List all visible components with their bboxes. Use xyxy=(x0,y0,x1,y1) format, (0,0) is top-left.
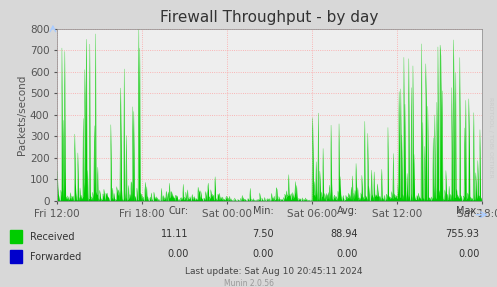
Text: 0.00: 0.00 xyxy=(252,249,273,259)
Text: 11.11: 11.11 xyxy=(162,229,189,239)
Text: 0.00: 0.00 xyxy=(458,249,480,259)
Text: Last update: Sat Aug 10 20:45:11 2024: Last update: Sat Aug 10 20:45:11 2024 xyxy=(184,267,362,276)
Text: 0.00: 0.00 xyxy=(167,249,189,259)
Title: Firewall Throughput - by day: Firewall Throughput - by day xyxy=(161,10,379,25)
Text: Cur:: Cur: xyxy=(169,206,189,216)
Text: Munin 2.0.56: Munin 2.0.56 xyxy=(224,279,273,287)
Y-axis label: Packets/second: Packets/second xyxy=(17,75,27,155)
Text: 88.94: 88.94 xyxy=(331,229,358,239)
Text: 755.93: 755.93 xyxy=(446,229,480,239)
Text: Avg:: Avg: xyxy=(336,206,358,216)
Text: Min:: Min: xyxy=(252,206,273,216)
Text: Max:: Max: xyxy=(456,206,480,216)
Text: Received: Received xyxy=(30,232,75,242)
Text: RRDTOOL / TOBI OETIKER: RRDTOOL / TOBI OETIKER xyxy=(489,97,494,178)
Text: 7.50: 7.50 xyxy=(251,229,273,239)
Text: Forwarded: Forwarded xyxy=(30,252,81,262)
Text: 0.00: 0.00 xyxy=(336,249,358,259)
